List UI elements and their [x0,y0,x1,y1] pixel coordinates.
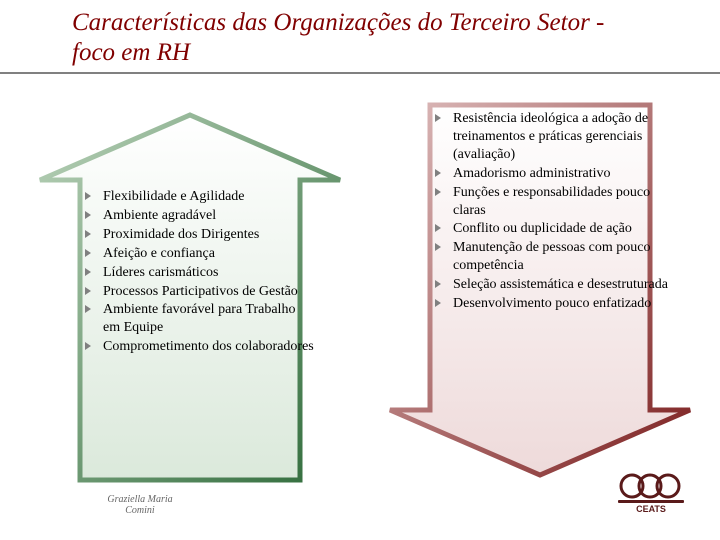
positive-list: Flexibilidade e Agilidade Ambiente agrad… [85,188,315,357]
ceats-logo: CEATS [614,472,692,514]
list-item-text: Ambiente favorável para Trabalho em Equi… [103,302,295,335]
list-item: Amadorismo administrativo [435,165,680,183]
list-item: Desenvolvimento pouco enfatizado [435,295,680,313]
list-item: Ambiente favorável para Trabalho em Equi… [85,301,315,337]
footer-author: Graziella Maria Comini [95,494,185,516]
logo-text: CEATS [636,504,666,514]
slide-title: Características das Organizações do Terc… [72,8,632,68]
negative-arrow-panel: Resistência ideológica a adoção de trein… [380,100,700,480]
list-item: Processos Participativos de Gestão [85,283,315,301]
list-item-text: Resistência ideológica a adoção de trein… [453,111,648,162]
title-underline [0,72,720,74]
list-item: Proximidade dos Dirigentes [85,226,315,244]
list-item-text: Comprometimento dos colaboradores [103,339,314,354]
list-item: Comprometimento dos colaboradores [85,338,315,356]
list-item: Seleção assistemática e desestruturada [435,276,680,294]
list-item-text: Seleção assistemática e desestruturada [453,277,668,292]
list-item: Afeição e confiança [85,245,315,263]
list-item: Líderes carismáticos [85,264,315,282]
list-item-text: Proximidade dos Dirigentes [103,227,259,242]
list-item-text: Flexibilidade e Agilidade [103,189,245,204]
author-line1: Graziella Maria [107,494,172,505]
list-item-text: Desenvolvimento pouco enfatizado [453,296,651,311]
list-item: Resistência ideológica a adoção de trein… [435,110,680,164]
list-item-text: Conflito ou duplicidade de ação [453,221,632,236]
list-item-text: Amadorismo administrativo [453,166,610,181]
list-item: Conflito ou duplicidade de ação [435,220,680,238]
list-item: Flexibilidade e Agilidade [85,188,315,206]
list-item: Funções e responsabilidades pouco claras [435,184,680,220]
list-item-text: Funções e responsabilidades pouco claras [453,185,650,218]
content-columns: Flexibilidade e Agilidade Ambiente agrad… [0,110,720,490]
author-line2: Comini [125,505,154,516]
negative-list: Resistência ideológica a adoção de trein… [435,110,680,314]
list-item-text: Afeição e confiança [103,246,215,261]
list-item-text: Ambiente agradável [103,208,216,223]
list-item: Manutenção de pessoas com pouco competên… [435,239,680,275]
list-item-text: Líderes carismáticos [103,265,218,280]
list-item-text: Manutenção de pessoas com pouco competên… [453,240,651,273]
list-item: Ambiente agradável [85,207,315,225]
list-item-text: Processos Participativos de Gestão [103,284,298,299]
positive-arrow-panel: Flexibilidade e Agilidade Ambiente agrad… [30,110,350,490]
